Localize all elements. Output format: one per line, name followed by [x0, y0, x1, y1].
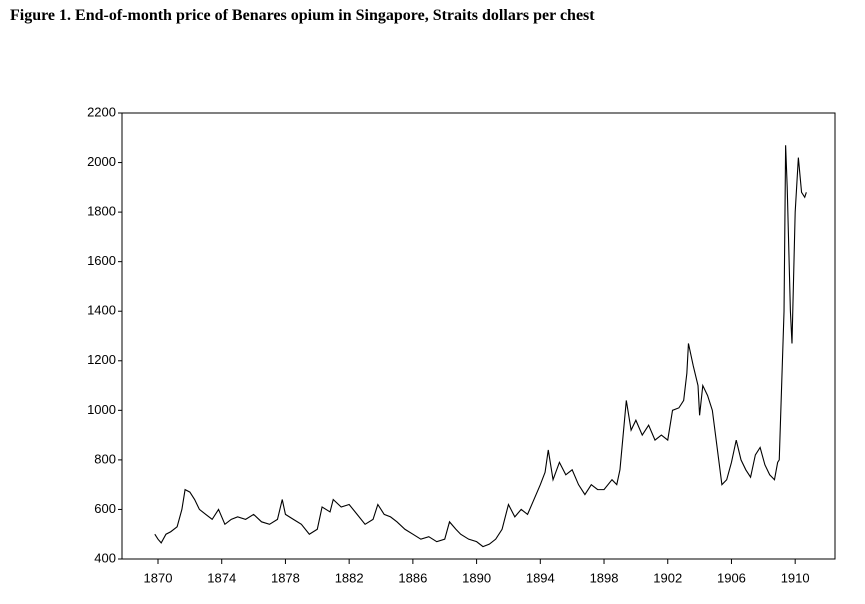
plot-frame: [121, 112, 836, 560]
x-tick-label: 1886: [398, 570, 427, 585]
y-tick-label: 400: [94, 550, 116, 565]
y-tick-label: 800: [94, 451, 116, 466]
x-tick-label: 1906: [717, 570, 746, 585]
x-tick-label: 1902: [653, 570, 682, 585]
x-tick-label: 1890: [462, 570, 491, 585]
x-tick-label: 1878: [271, 570, 300, 585]
y-tick-label: 1200: [87, 352, 116, 367]
y-tick-label: 600: [94, 501, 116, 516]
y-tick-label: 1800: [87, 204, 116, 219]
y-tick-label: 1600: [87, 253, 116, 268]
x-tick-label: 1910: [781, 570, 810, 585]
x-tick-label: 1894: [526, 570, 555, 585]
y-tick-label: 2000: [87, 154, 116, 169]
x-tick-label: 1898: [590, 570, 619, 585]
x-tick-label: 1874: [207, 570, 236, 585]
y-tick-label: 2200: [87, 104, 116, 119]
y-tick-label: 1400: [87, 303, 116, 318]
price-line: [154, 145, 807, 548]
y-tick-label: 1000: [87, 402, 116, 417]
chart-title: Figure 1. End-of-month price of Benares …: [10, 7, 595, 24]
x-tick-label: 1882: [335, 570, 364, 585]
x-tick-label: 1870: [144, 570, 173, 585]
